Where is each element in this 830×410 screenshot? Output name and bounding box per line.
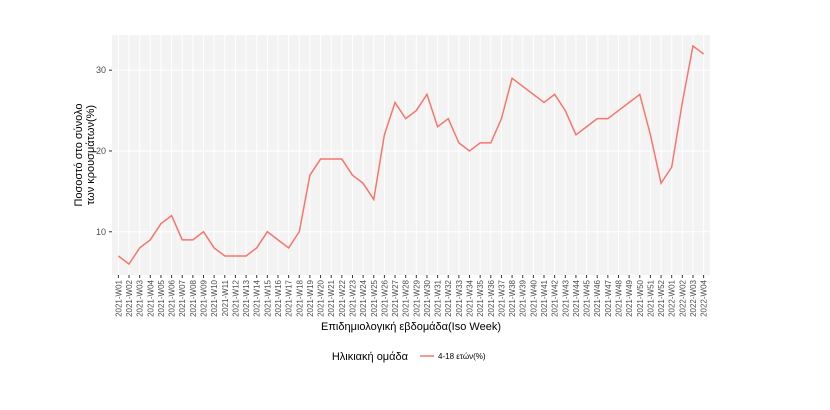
legend-label: 4-18 ετών(%) [438,352,486,361]
x-tick-label: 2021-W14 [253,279,262,316]
x-tick-label: 2021-W04 [146,279,155,316]
line [117,44,705,266]
x-tick-label: 2021-W48 [614,279,623,316]
x-tick-label: 2021-W21 [327,279,336,316]
x-tick-label: 2021-W47 [604,279,613,316]
x-tick-label: 2021-W02 [125,279,134,316]
x-tick-label: 2021-W51 [646,279,655,316]
legend-title: Ηλικιακή ομάδα [332,351,409,363]
x-tick-label: 2021-W41 [540,279,549,316]
x-tick-label: 2021-W09 [200,279,209,316]
x-tick-label: 2021-W42 [551,279,560,316]
x-tick-label: 2021-W01 [114,279,123,316]
x-tick-label: 2021-W25 [370,279,379,316]
y-tick-label: 30 [96,65,106,75]
x-tick-label: 2021-W26 [380,279,389,316]
panel [112,35,710,275]
x-tick-label: 2021-W31 [434,279,443,316]
x-tick-label: 2021-W30 [423,279,432,316]
x-tick-label: 2021-W17 [285,279,294,316]
x-tick-label: 2021-W34 [466,279,475,316]
y-tick-label: 10 [96,227,106,237]
x-tick-label: 2021-W06 [168,279,177,316]
x-tick-label: 2021-W12 [231,279,240,316]
x-tick-label: 2021-W46 [593,279,602,316]
x-tick-label: 2021-W03 [136,279,145,316]
x-tick-label: 2021-W24 [359,279,368,316]
x-tick-label: 2022-W02 [678,279,687,316]
x-tick-label: 2021-W08 [189,279,198,316]
x-tick-label: 2021-W32 [444,279,453,316]
x-tick-label: 2021-W39 [519,279,528,316]
x-tick-label: 2021-W13 [242,279,251,316]
x-tick-label: 2021-W50 [636,279,645,316]
x-tick-label: 2022-W03 [689,279,698,316]
x-tick-label: 2022-W04 [700,279,709,316]
x-axis-title: Επιδημιολογική εβδομάδα(Iso Week) [321,321,501,333]
x-tick-label: 2021-W10 [210,279,219,316]
x-tick-label: 2021-W20 [317,279,326,316]
x-tick-label: 2021-W35 [476,279,485,316]
x-tick-label: 2021-W52 [657,279,666,316]
x-tick-label: 2021-W18 [295,279,304,316]
x-tick-label: 2021-W40 [529,279,538,316]
y-axis-title: των κρουσμάτων(%) [85,105,97,205]
x-tick-label: 2021-W15 [263,279,272,316]
x-tick-label: 2021-W11 [221,279,230,316]
y-axis-title: Ποσοστό στο σύνολο [73,103,85,206]
x-tick-label: 2021-W49 [625,279,634,316]
x-tick-label: 2021-W37 [497,279,506,316]
y-tick-label: 20 [96,146,106,156]
x-tick-label: 2021-W28 [402,279,411,316]
x-tick-label: 2021-W27 [391,279,400,316]
x-tick-label: 2021-W22 [338,279,347,316]
x-tick-label: 2021-W16 [274,279,283,316]
x-tick-label: 2021-W33 [455,279,464,316]
x-tick-label: 2021-W07 [178,279,187,316]
x-tick-label: 2021-W44 [572,279,581,316]
x-tick-label: 2021-W19 [306,279,315,316]
x-tick-label: 2021-W38 [508,279,517,316]
x-tick-label: 2021-W05 [157,279,166,316]
x-tick-label: 2021-W23 [348,279,357,316]
x-tick-label: 2022-W01 [668,279,677,316]
x-tick-label: 2021-W43 [561,279,570,316]
x-tick-label: 2021-W45 [583,279,592,316]
x-tick-label: 2021-W36 [487,279,496,316]
x-tick-label: 2021-W29 [412,279,421,316]
